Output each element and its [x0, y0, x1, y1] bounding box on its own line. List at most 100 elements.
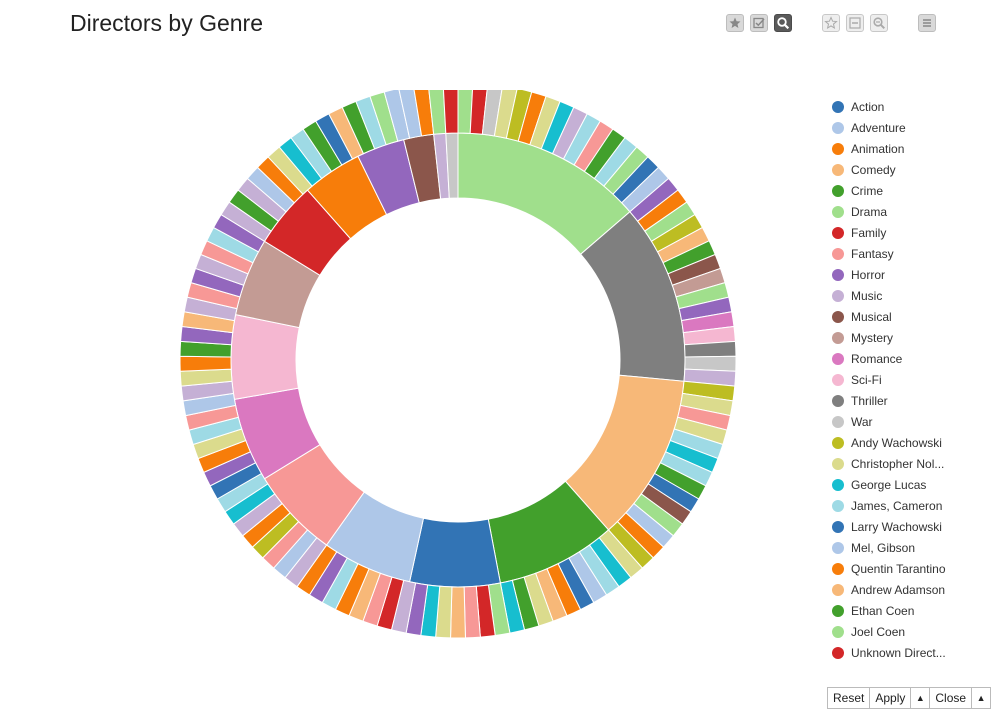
- page-title: Directors by Genre: [70, 10, 264, 36]
- legend-marker-icon: [832, 290, 844, 302]
- close-button[interactable]: Close: [929, 687, 973, 709]
- apply-button[interactable]: Apply: [869, 687, 912, 709]
- sunburst-chart: [179, 90, 737, 639]
- legend-item[interactable]: Adventure: [832, 119, 946, 140]
- legend-marker-icon: [832, 458, 844, 470]
- legend-label: Mystery: [851, 331, 893, 345]
- legend-marker-icon: [832, 647, 844, 659]
- legend-item[interactable]: Comedy: [832, 161, 946, 182]
- legend-item[interactable]: Fantasy: [832, 245, 946, 266]
- legend-item[interactable]: Drama: [832, 203, 946, 224]
- legend-marker-icon: [832, 164, 844, 176]
- legend-marker-icon: [832, 122, 844, 134]
- legend-label: Drama: [851, 205, 888, 219]
- legend-label: George Lucas: [851, 478, 927, 492]
- legend-label: Animation: [851, 142, 905, 156]
- legend-marker-icon: [832, 479, 844, 491]
- legend-marker-icon: [832, 584, 844, 596]
- legend-marker-icon: [832, 185, 844, 197]
- star-icon[interactable]: [726, 14, 744, 32]
- legend-marker-icon: [832, 605, 844, 617]
- legend-label: Unknown Direct...: [851, 646, 946, 660]
- legend-marker-icon: [832, 353, 844, 365]
- checkbox-icon[interactable]: [750, 14, 768, 32]
- legend-label: Fantasy: [851, 247, 894, 261]
- outer-ring: [179, 90, 737, 639]
- legend-label: Mel, Gibson: [851, 541, 916, 555]
- legend-label: Horror: [851, 268, 886, 282]
- legend-item[interactable]: Thriller: [832, 392, 946, 413]
- legend-marker-icon: [832, 143, 844, 155]
- footer-controls: Reset Apply ▲ Close ▲: [827, 687, 992, 709]
- legend-marker-icon: [832, 206, 844, 218]
- legend-marker-icon: [832, 437, 844, 449]
- legend-label: Thriller: [851, 394, 888, 408]
- legend-item[interactable]: Music: [832, 287, 946, 308]
- legend-item[interactable]: Mel, Gibson: [832, 539, 946, 560]
- legend-item[interactable]: Animation: [832, 140, 946, 161]
- legend-item[interactable]: Crime: [832, 182, 946, 203]
- legend-item[interactable]: Andy Wachowski: [832, 434, 946, 455]
- legend-label: Ethan Coen: [851, 604, 915, 618]
- legend-label: Musical: [851, 310, 892, 324]
- legend-label: Action: [851, 100, 885, 114]
- legend-item[interactable]: War: [832, 413, 946, 434]
- legend-item[interactable]: Action: [832, 98, 946, 119]
- reset-button[interactable]: Reset: [827, 687, 871, 709]
- legend-label: Adventure: [851, 121, 906, 135]
- outer-slice[interactable]: [442, 90, 459, 134]
- menu-icon[interactable]: [918, 14, 936, 32]
- legend-label: Music: [851, 289, 883, 303]
- legend-item[interactable]: Sci-Fi: [832, 371, 946, 392]
- legend-item[interactable]: Family: [832, 224, 946, 245]
- legend-item[interactable]: Larry Wachowski: [832, 518, 946, 539]
- legend-label: Joel Coen: [851, 625, 906, 639]
- legend-label: Christopher Nol...: [851, 457, 945, 471]
- legend-item[interactable]: Mystery: [832, 329, 946, 350]
- legend-marker-icon: [832, 311, 844, 323]
- legend-label: Comedy: [851, 163, 896, 177]
- legend-label: Sci-Fi: [851, 373, 882, 387]
- inner-slice[interactable]: [230, 314, 300, 400]
- legend-marker-icon: [832, 269, 844, 281]
- legend-item[interactable]: Quentin Tarantino: [832, 560, 946, 581]
- legend-label: Andrew Adamson: [851, 583, 946, 597]
- inner-ring: [230, 132, 686, 588]
- inner-slice[interactable]: [409, 517, 502, 588]
- legend-marker-icon: [832, 101, 844, 113]
- legend-marker-icon: [832, 542, 844, 554]
- legend-label: Larry Wachowski: [851, 520, 942, 534]
- legend-marker-icon: [832, 248, 844, 260]
- legend-item[interactable]: Unknown Direct...: [832, 644, 946, 665]
- legend-marker-icon: [832, 563, 844, 575]
- legend-marker-icon: [832, 626, 844, 638]
- legend-marker-icon: [832, 332, 844, 344]
- legend-marker-icon: [832, 374, 844, 386]
- legend-item[interactable]: Romance: [832, 350, 946, 371]
- apply-options-arrow-icon[interactable]: ▲: [910, 687, 931, 709]
- minus-box-icon[interactable]: [846, 14, 864, 32]
- legend-label: Romance: [851, 352, 903, 366]
- zoom-out-icon[interactable]: [870, 14, 888, 32]
- legend-label: James, Cameron: [851, 499, 943, 513]
- legend-label: Crime: [851, 184, 883, 198]
- legend-item[interactable]: James, Cameron: [832, 497, 946, 518]
- legend-item[interactable]: Christopher Nol...: [832, 455, 946, 476]
- legend-item[interactable]: Joel Coen: [832, 623, 946, 644]
- chart-toolbar: [0, 14, 999, 36]
- legend-marker-icon: [832, 416, 844, 428]
- star-outline-icon[interactable]: [822, 14, 840, 32]
- legend-label: War: [851, 415, 873, 429]
- legend-item[interactable]: George Lucas: [832, 476, 946, 497]
- outer-slice[interactable]: [179, 355, 232, 372]
- legend-item[interactable]: Horror: [832, 266, 946, 287]
- legend-item[interactable]: Andrew Adamson: [832, 581, 946, 602]
- search-icon[interactable]: [774, 14, 792, 32]
- outer-slice[interactable]: [450, 586, 466, 639]
- chart-legend: Action Adventure Animation Comedy Crime Drama…: [832, 98, 946, 665]
- close-options-arrow-icon[interactable]: ▲: [971, 687, 992, 709]
- legend-label: Andy Wachowski: [851, 436, 942, 450]
- legend-item[interactable]: Musical: [832, 308, 946, 329]
- legend-label: Quentin Tarantino: [851, 562, 946, 576]
- legend-item[interactable]: Ethan Coen: [832, 602, 946, 623]
